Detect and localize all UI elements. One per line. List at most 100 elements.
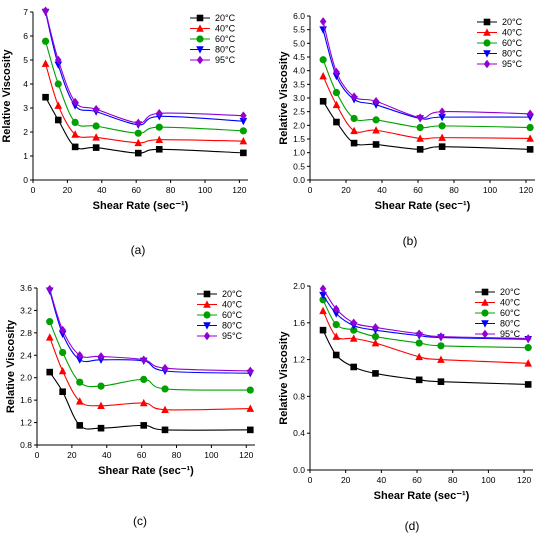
legend-label: 20°C	[500, 287, 521, 297]
data-point	[438, 113, 446, 122]
x-tick-label: 0	[308, 185, 313, 195]
y-tick-label: 0.8	[20, 440, 32, 450]
chart-panel-b: 0.0 0.5 1.0 1.5 2.0 2.5 3.0 3.5 4.0 4.5 5.0 5.5 6.0 0…	[278, 11, 535, 248]
data-point	[526, 146, 534, 153]
data-point	[319, 326, 327, 334]
data-point	[161, 385, 169, 393]
chart-panel-c: 0.8 1.2 1.6 2.0 2.4 2.8 3.2 3.6 0 20 40 60 80 100 120 S…	[5, 283, 255, 528]
y-tick-label: 6	[23, 31, 28, 41]
legend-label: 20°C	[502, 17, 523, 27]
legend-label: 80°C	[502, 49, 523, 59]
legend-marker	[196, 55, 204, 65]
data-point	[92, 104, 100, 114]
y-tick-label: 3	[23, 103, 28, 113]
data-point	[246, 366, 254, 376]
data-point	[372, 96, 380, 106]
legend-marker	[483, 18, 491, 26]
legend-marker	[196, 14, 204, 22]
data-point	[438, 122, 446, 130]
y-tick-label: 0.5	[293, 161, 305, 171]
y-tick-label: 2.0	[293, 120, 305, 130]
data-point	[416, 123, 424, 132]
data-point	[350, 318, 358, 328]
y-tick-label: 3.5	[293, 79, 305, 89]
x-tick-label: 60	[413, 185, 423, 195]
x-tick-label: 40	[377, 475, 387, 485]
data-point	[438, 143, 446, 150]
data-point	[372, 323, 379, 332]
data-point	[437, 342, 445, 350]
data-point	[134, 118, 142, 128]
data-point	[350, 326, 358, 334]
x-tick-label: 120	[517, 475, 531, 485]
x-axis-label: Shear Rate (sec⁻¹)	[375, 200, 471, 212]
legend-marker	[481, 329, 489, 339]
y-tick-label: 2.4	[20, 350, 32, 360]
legend-marker	[196, 35, 204, 43]
data-point	[415, 329, 423, 339]
data-point	[140, 422, 148, 429]
data-point	[46, 284, 54, 294]
legend-marker	[483, 59, 491, 69]
y-tick-label: 1.6	[293, 318, 305, 328]
data-point	[71, 97, 79, 107]
legend-marker	[483, 39, 491, 47]
data-point	[371, 333, 380, 341]
legend-marker	[203, 311, 211, 319]
x-tick-label: 0	[308, 475, 313, 485]
x-tick-label: 80	[448, 475, 458, 485]
data-point	[437, 332, 445, 341]
data-point	[161, 363, 169, 373]
data-point	[41, 37, 50, 45]
data-point	[524, 334, 532, 343]
legend-label: 95°C	[502, 59, 523, 69]
x-tick-label: 80	[172, 450, 182, 460]
legend-marker	[203, 300, 211, 308]
data-point	[319, 291, 327, 300]
data-point	[54, 55, 62, 65]
chart-panel-d: 0.0 0.4 0.8 1.2 1.6 2.0 0 20 40 60 80 100 120 Shear R…	[278, 281, 533, 533]
data-point	[438, 107, 446, 116]
data-point	[415, 376, 423, 384]
data-point	[332, 310, 341, 318]
y-tick-label: 1.2	[293, 355, 305, 365]
data-point	[332, 304, 340, 314]
panel-label: (a)	[131, 243, 146, 257]
data-point	[97, 401, 105, 410]
data-point	[416, 134, 424, 142]
data-point	[140, 355, 148, 365]
legend-marker	[196, 24, 204, 32]
legend-label: 60°C	[500, 308, 521, 318]
data-point	[437, 355, 445, 363]
legend-label: 80°C	[215, 45, 236, 55]
legend-marker	[483, 28, 491, 36]
data-point	[319, 97, 327, 105]
data-point	[76, 350, 84, 360]
y-tick-label: 2.8	[20, 328, 32, 338]
legend-marker	[203, 322, 211, 330]
data-point	[59, 388, 66, 396]
legend-label: 20°C	[222, 289, 243, 299]
y-tick-label: 0	[23, 175, 28, 185]
data-point	[161, 405, 169, 413]
data-point	[319, 284, 327, 294]
y-tick-label: 5.5	[293, 25, 305, 35]
data-point	[92, 133, 100, 141]
chart-panel-a: 0 1 2 3 4 5 6 7 0 20 40 60 80 100 120 Shear Rate (sec⁻¹…	[1, 6, 248, 257]
y-tick-label: 4.0	[293, 66, 305, 76]
data-point	[134, 129, 142, 137]
y-tick-label: 1	[23, 151, 28, 161]
legend-label: 95°C	[222, 331, 243, 341]
x-tick-label: 0	[31, 185, 36, 195]
data-point	[59, 325, 66, 335]
x-tick-label: 40	[377, 185, 387, 195]
data-point	[415, 352, 423, 361]
legend-marker	[481, 288, 489, 296]
data-point	[416, 113, 424, 122]
x-tick-label: 40	[102, 450, 112, 460]
data-point	[161, 426, 169, 434]
data-point	[75, 397, 84, 405]
data-point	[71, 143, 79, 151]
data-point	[46, 318, 54, 326]
data-point	[332, 72, 341, 81]
